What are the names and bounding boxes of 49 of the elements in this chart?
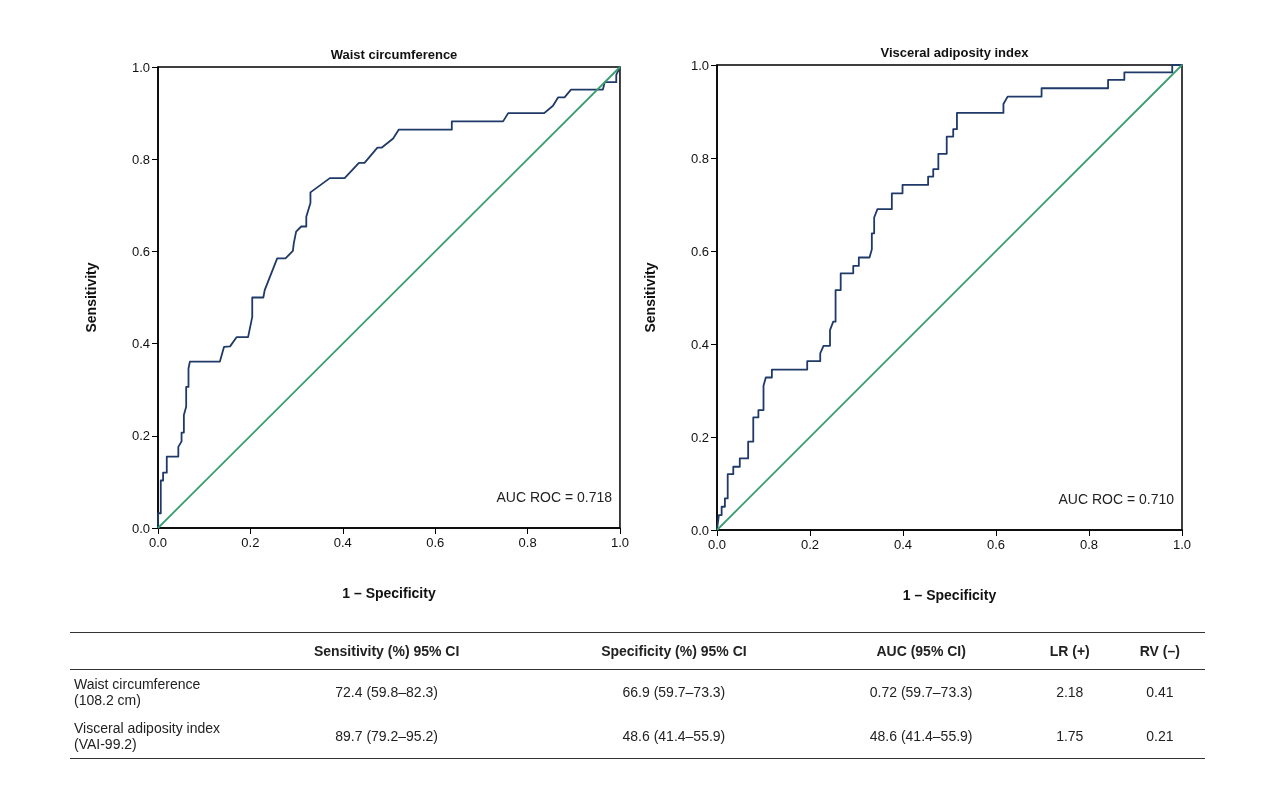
x-tick-label: 0.8	[518, 535, 537, 550]
y-tick-label: 0.8	[131, 151, 150, 167]
category-label: AUC (95% CI)	[875, 642, 967, 661]
x-tick-label: 1.0	[1172, 537, 1192, 552]
text: 1.75	[1056, 728, 1084, 744]
y-tick-label: 0.2	[131, 428, 150, 444]
text: 2.18	[1056, 684, 1084, 700]
text: 66.9 (59.7–73.3)	[622, 684, 726, 700]
y-axis-title: Sensitivity	[83, 262, 99, 333]
category-label: Sensitivity (%) 95% CI	[312, 642, 461, 661]
text: 0.21	[1146, 728, 1174, 744]
y-tick-label: 0.4	[690, 336, 709, 352]
annotation: AUC ROC = 0.710	[1058, 491, 1175, 507]
y-tick-label: 0.4	[131, 336, 150, 352]
category-label: LR (+)	[1048, 642, 1091, 661]
x-axis-title: 1 – Specificity	[902, 587, 997, 603]
x-tick-label: 0.4	[333, 535, 352, 550]
y-tick-label: 0.6	[690, 243, 709, 259]
x-tick-label: 0.2	[800, 537, 820, 552]
annotation: AUC ROC = 0.718	[496, 489, 613, 505]
text: 72.4 (59.8–82.3)	[335, 684, 438, 700]
y-tick-label: 0.0	[690, 522, 709, 538]
y-tick-label: 0.8	[690, 150, 709, 166]
category-label: Specificity (%) 95% CI	[600, 642, 748, 661]
text: 89.7 (79.2–95.2)	[335, 728, 438, 744]
text: 48.6 (41.4–55.9)	[622, 728, 726, 744]
y-axis-title: Sensitivity	[642, 262, 658, 333]
chart-title: Waist circumference	[330, 47, 458, 62]
text: 0.41	[1146, 684, 1174, 700]
chart-title: Visceral adiposity index	[880, 45, 1030, 60]
x-tick-label: 0.0	[707, 537, 727, 552]
text: 48.6 (41.4–55.9)	[869, 728, 973, 744]
x-axis-title: 1 – Specificity	[342, 585, 436, 601]
category-label: Visceral adiposity index (VAI-99.2)	[74, 720, 221, 752]
category-label: Waist circumference (108.2 cm)	[74, 676, 201, 708]
y-tick-label: 0.0	[131, 520, 150, 536]
text: 0.72 (59.7–73.3)	[869, 684, 973, 700]
x-tick-label: 0.2	[241, 535, 260, 550]
x-tick-label: 0.6	[986, 537, 1006, 552]
y-tick-label: 0.6	[131, 243, 150, 259]
x-tick-label: 1.0	[610, 535, 629, 550]
y-tick-label: 0.2	[690, 429, 709, 445]
x-tick-label: 0.4	[893, 537, 913, 552]
x-tick-label: 0.0	[148, 535, 168, 550]
x-tick-label: 0.8	[1079, 537, 1099, 552]
category-label: RV (–)	[1138, 642, 1181, 661]
y-tick-label: 1.0	[131, 59, 150, 75]
y-tick-label: 1.0	[690, 57, 709, 73]
x-tick-label: 0.6	[426, 535, 445, 550]
